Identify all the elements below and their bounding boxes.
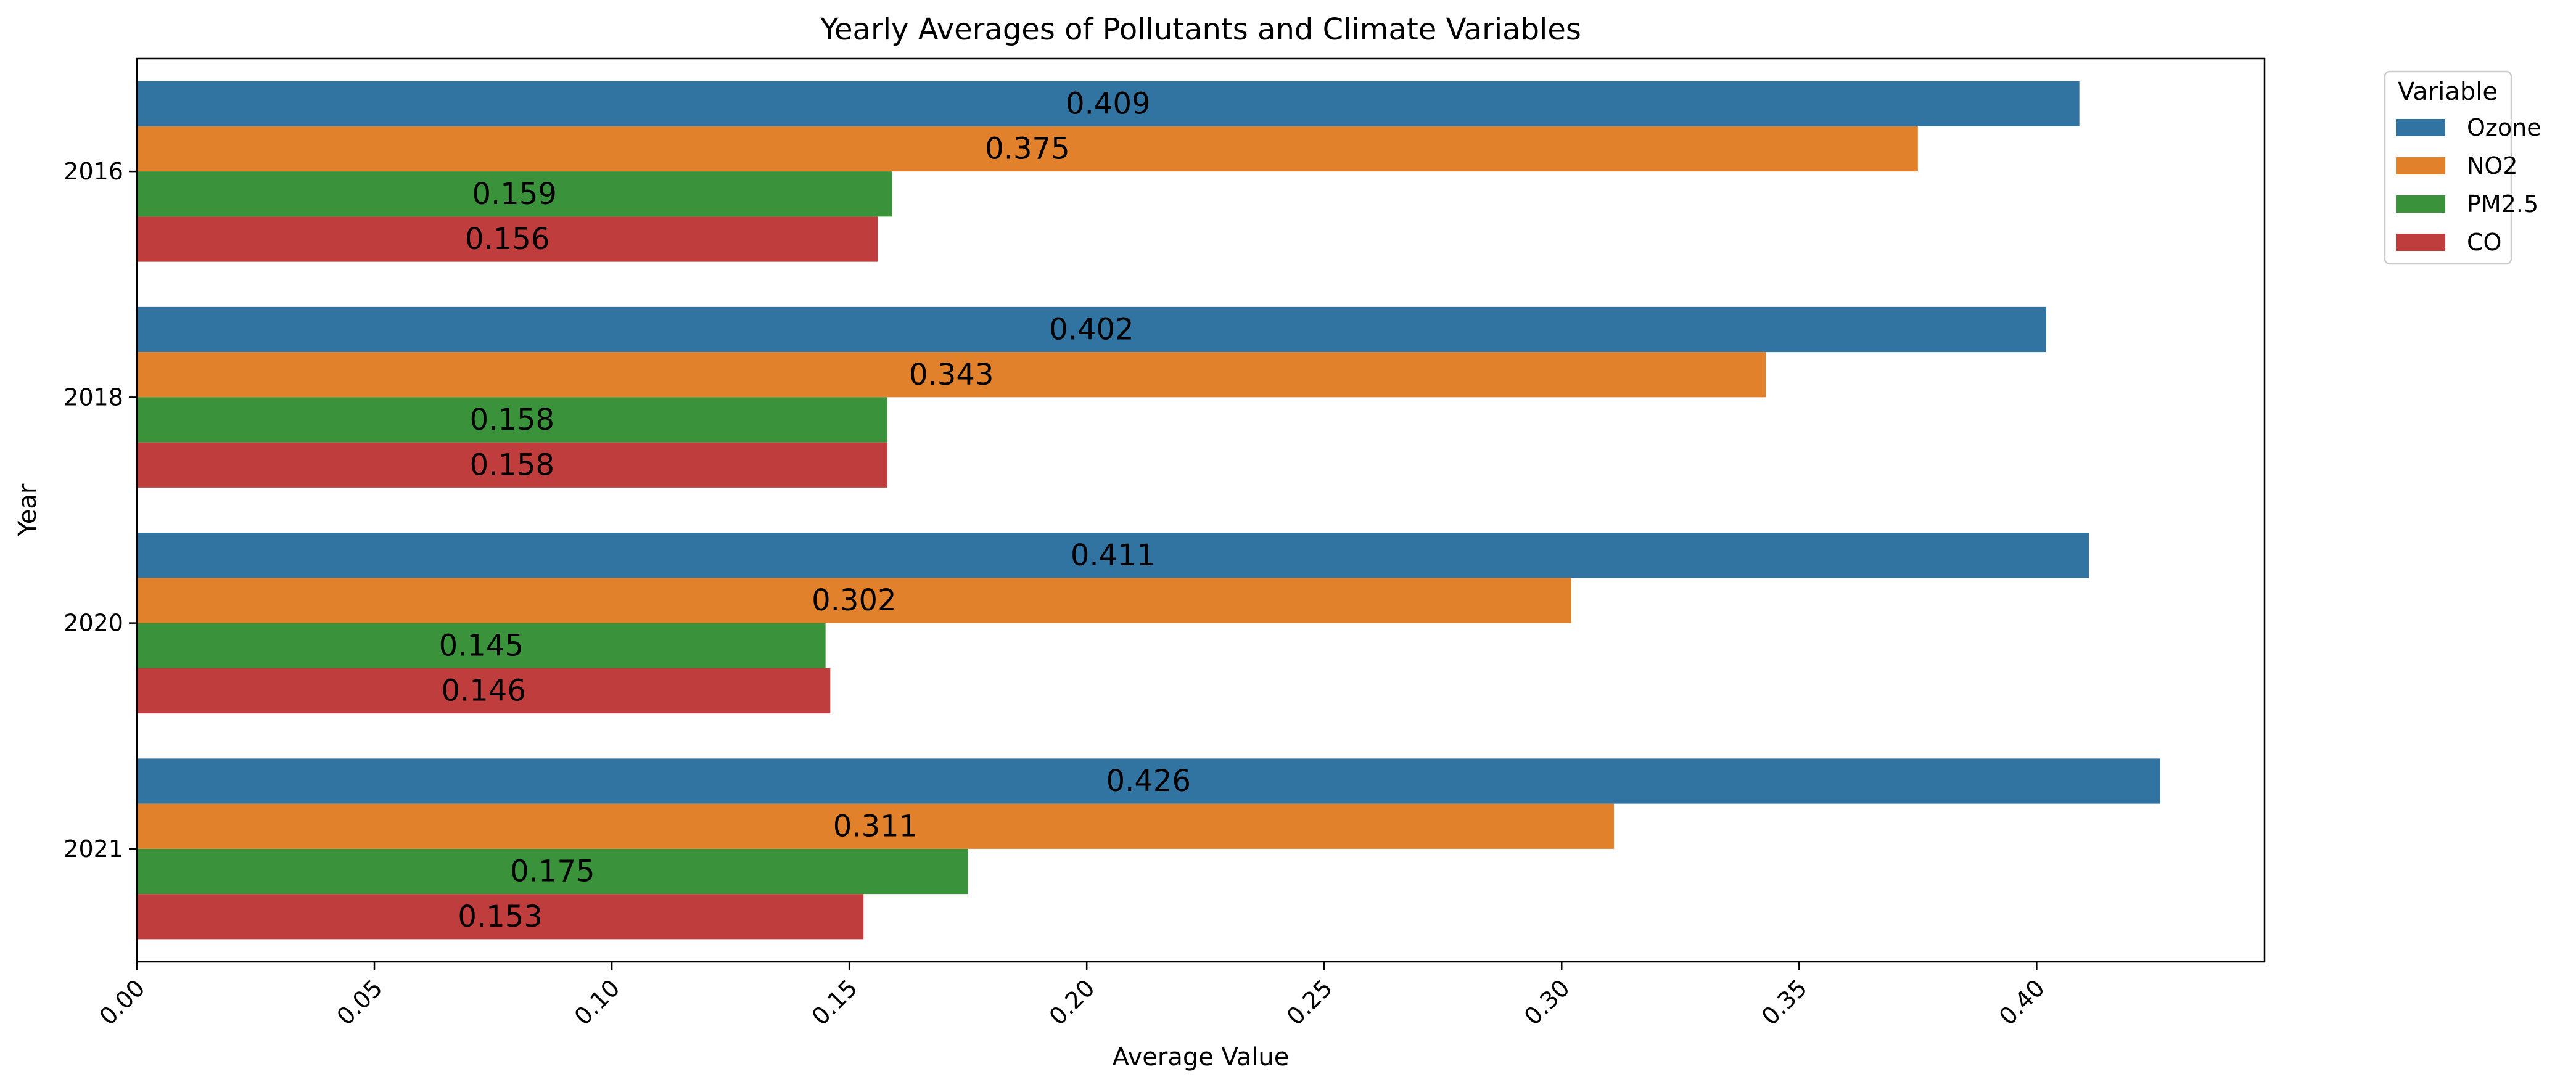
bar-label: 0.153 xyxy=(458,899,542,934)
plot-frame xyxy=(136,57,2266,963)
x-tick-label: 0.35 xyxy=(1756,974,1813,1030)
bar-label: 0.411 xyxy=(1071,538,1155,573)
bar-label: 0.145 xyxy=(439,628,524,663)
bar-label: 0.426 xyxy=(1106,764,1191,798)
legend-title: Variable xyxy=(2398,78,2498,106)
chart-title: Yearly Averages of Pollutants and Climat… xyxy=(820,12,1581,47)
bar-co-2020 xyxy=(137,668,831,714)
legend-swatch xyxy=(2396,234,2445,251)
x-tick-label: 0.40 xyxy=(1994,974,2050,1030)
bar-co-2021 xyxy=(137,894,864,940)
bar-label: 0.158 xyxy=(470,403,554,437)
bar-co-2016 xyxy=(137,216,878,262)
bar-label: 0.402 xyxy=(1049,313,1134,347)
x-tick-label: 0.15 xyxy=(807,974,863,1030)
bar-labels: 0.409 0.375 0.159 0.156 0.402 0.343 0.158 0.158… xyxy=(439,86,1191,934)
bar-label: 0.158 xyxy=(470,448,554,482)
bar-label: 0.343 xyxy=(909,358,994,392)
bar-label: 0.156 xyxy=(465,222,549,256)
x-tick-label: 0.10 xyxy=(569,974,625,1030)
bar-ozone-2020 xyxy=(137,533,2089,578)
legend-label: CO xyxy=(2467,229,2501,256)
bar-label: 0.311 xyxy=(833,809,918,843)
x-tick-label: 0.30 xyxy=(1519,974,1575,1030)
bar-ozone-2018 xyxy=(137,306,2046,353)
bar-ozone-2021 xyxy=(137,758,2160,804)
bar-label: 0.409 xyxy=(1066,86,1150,121)
bar-pm2-5-2018 xyxy=(137,397,887,443)
bar-no2-2016 xyxy=(137,126,1918,172)
y-tick-label: 2020 xyxy=(64,610,123,637)
bar-label: 0.159 xyxy=(472,177,557,211)
bar-label: 0.375 xyxy=(985,132,1069,166)
x-tick-label: 0.00 xyxy=(94,974,150,1030)
bar-no2-2020 xyxy=(137,578,1571,623)
bar-pm2-5-2016 xyxy=(137,171,892,217)
x-tick-label: 0.05 xyxy=(332,974,388,1030)
y-tick-label: 2016 xyxy=(64,158,123,185)
bar-label: 0.302 xyxy=(812,583,896,618)
bar-ozone-2016 xyxy=(137,81,2080,126)
bar-no2-2018 xyxy=(137,352,1766,398)
legend-swatch xyxy=(2396,157,2445,174)
y-tick-label: 2018 xyxy=(64,383,123,411)
legend-label: PM2.5 xyxy=(2467,191,2538,218)
x-tick-label: 0.25 xyxy=(1282,974,1338,1030)
bar-label: 0.175 xyxy=(510,854,595,889)
legend-label: NO2 xyxy=(2467,152,2518,179)
legend-swatch xyxy=(2396,195,2445,213)
y-axis-title: Year xyxy=(14,483,42,536)
bar-pm2-5-2021 xyxy=(137,848,968,895)
legend-swatch xyxy=(2396,119,2445,136)
x-axis: 0.00 0.05 0.10 0.15 0.20 0.25 0.30 0.35 0.40 xyxy=(94,962,2050,1030)
legend-items: Ozone NO2 PM2.5 CO xyxy=(2396,114,2541,256)
bars xyxy=(137,81,2160,940)
y-axis: 2016 2018 2020 2021 xyxy=(64,158,137,863)
bar-label: 0.146 xyxy=(441,674,525,708)
x-tick-label: 0.20 xyxy=(1044,974,1100,1030)
bar-co-2018 xyxy=(137,442,887,488)
bar-pm2-5-2020 xyxy=(137,623,826,668)
legend: Variable Ozone NO2 PM2.5 CO xyxy=(2384,70,2541,265)
y-tick-label: 2021 xyxy=(64,835,123,863)
legend-label: Ozone xyxy=(2467,114,2541,141)
bar-no2-2021 xyxy=(137,803,1614,849)
x-axis-title: Average Value xyxy=(1113,1043,1290,1072)
